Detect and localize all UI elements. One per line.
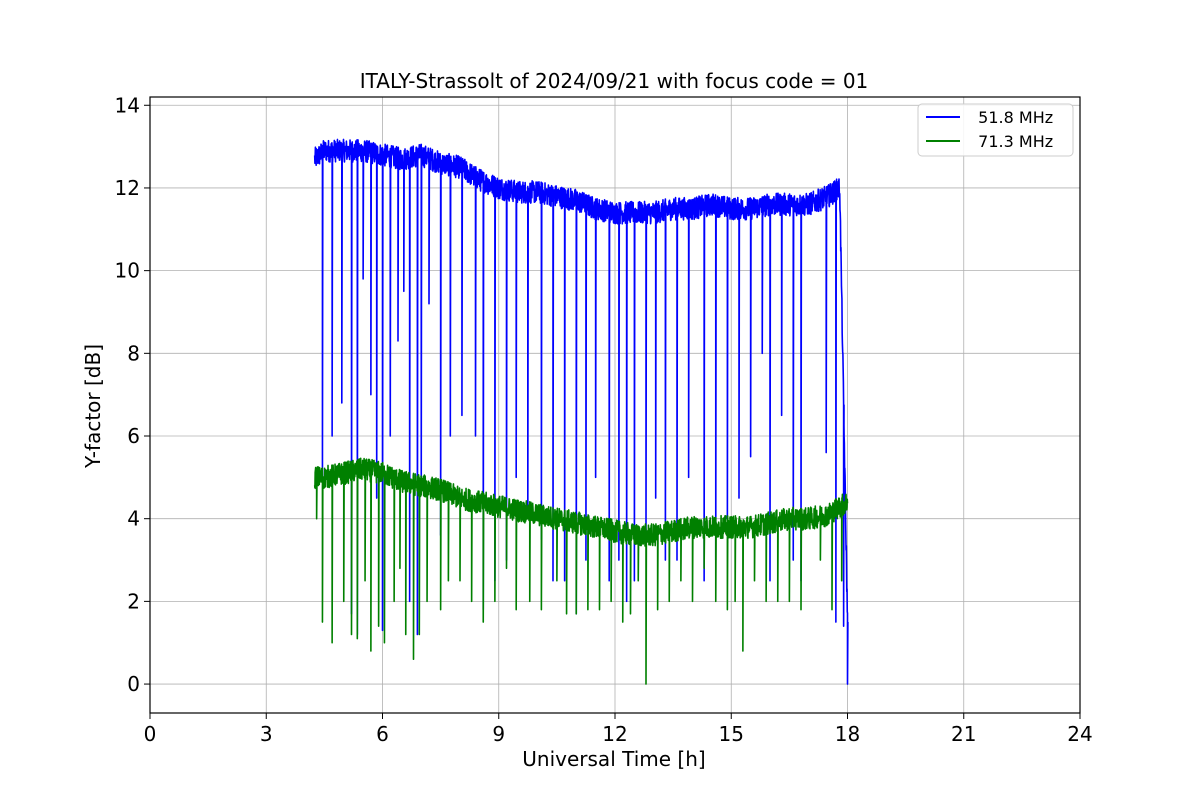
plot-area — [313, 138, 849, 685]
x-tick-label: 12 — [602, 722, 627, 746]
y-tick-label: 6 — [127, 424, 140, 448]
y-tick-label: 2 — [127, 589, 140, 613]
series-line-51-8-mhz — [313, 138, 849, 685]
legend: 51.8 MHz 71.3 MHz — [917, 103, 1074, 157]
y-tick-label: 4 — [127, 507, 140, 531]
x-tick-label: 0 — [144, 722, 157, 746]
legend-label-51-8-mhz: 51.8 MHz — [968, 108, 1053, 127]
y-axis-title: Y-factor [dB] — [81, 344, 105, 469]
x-tick-label: 9 — [492, 722, 505, 746]
y-tick-label: 12 — [115, 176, 140, 200]
y-tick-label: 8 — [127, 341, 140, 365]
y-tick-label: 14 — [115, 93, 140, 117]
y-tick-label: 10 — [115, 259, 140, 283]
x-tick-label: 6 — [376, 722, 389, 746]
x-tick-label: 21 — [951, 722, 976, 746]
x-tick-label: 3 — [260, 722, 273, 746]
grid — [149, 97, 1081, 713]
x-axis-title: Universal Time [h] — [522, 747, 705, 771]
series-line-71-3-mhz — [313, 457, 849, 685]
x-tick-label: 18 — [835, 722, 860, 746]
chart-title: ITALY-Strassolt of 2024/09/21 with focus… — [360, 69, 869, 93]
x-tick-label: 15 — [719, 722, 744, 746]
x-tick-label: 24 — [1067, 722, 1092, 746]
legend-label-71-3-mhz: 71.3 MHz — [968, 132, 1053, 151]
y-tick-label: 0 — [127, 672, 140, 696]
